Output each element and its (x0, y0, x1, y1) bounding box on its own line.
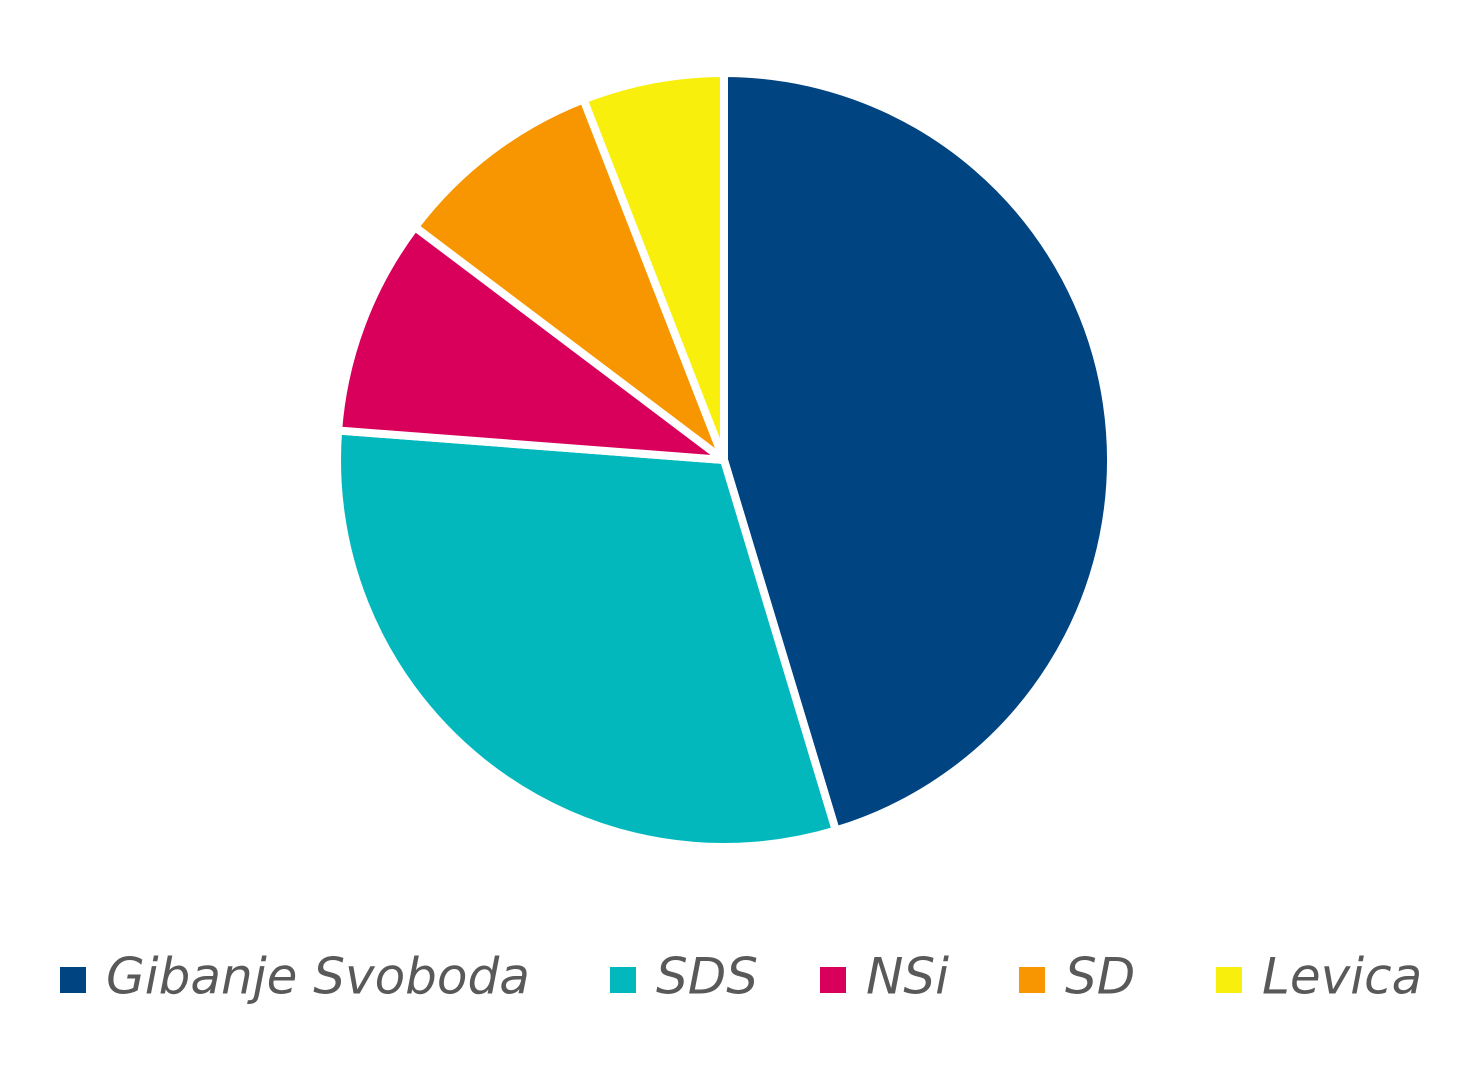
pie-slice (720, 69, 1115, 835)
legend-label: NSi (866, 948, 949, 1006)
legend-label: Gibanje Svoboda (106, 948, 530, 1006)
legend-swatch (820, 967, 846, 993)
legend-swatch (1019, 967, 1045, 993)
legend-label: SDS (656, 948, 758, 1006)
legend-swatch (60, 967, 86, 993)
legend-label: SD (1065, 948, 1135, 1006)
pie-slice (334, 223, 728, 464)
pie-slice (410, 95, 728, 464)
legend-label: Levica (1262, 948, 1422, 1006)
pie-slice (579, 69, 728, 464)
legend-swatch (1216, 967, 1242, 993)
legend-swatch (610, 967, 636, 993)
pie-slice (333, 426, 840, 851)
